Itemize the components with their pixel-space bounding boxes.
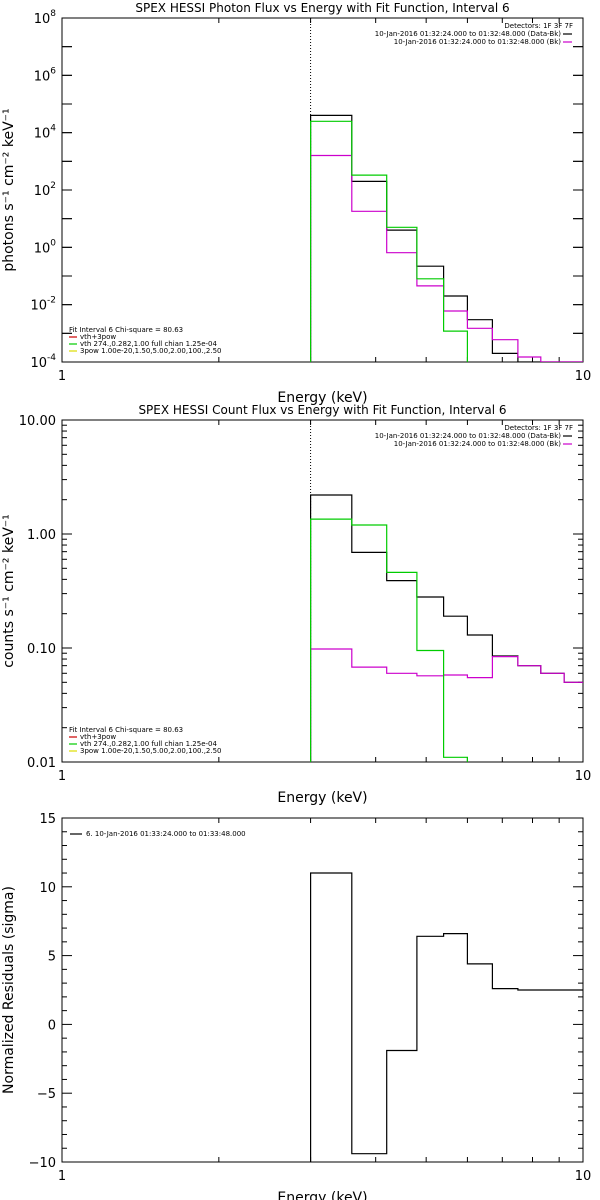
y-tick-label: 0: [48, 1018, 56, 1033]
fit-info-header: Fit Interval 6 Chi-square = 80.63: [69, 326, 183, 334]
chart-title: SPEX HESSI Count Flux vs Energy with Fit…: [138, 403, 506, 417]
series-bk: [310, 154, 583, 362]
y-tick-label: 104: [34, 124, 57, 142]
fit-info-header: Fit Interval 6 Chi-square = 80.63: [69, 726, 183, 734]
y-tick-label: −10: [29, 1156, 56, 1171]
fit-info-entry: vth 274.,0.282,1.00 full chian 1.25e-04: [80, 340, 218, 348]
series-group: [310, 872, 583, 1162]
y-tick-label: 5: [48, 950, 56, 965]
y-tick-label: 100: [34, 238, 57, 256]
series-fit: [310, 120, 468, 362]
series-data-bk: [310, 494, 583, 762]
legend-entry: 10-Jan-2016 01:32:24.000 to 01:32:48.000…: [375, 432, 562, 440]
legend-entry: 10-Jan-2016 01:32:24.000 to 01:32:48.000…: [394, 440, 562, 448]
legend-entry: 6. 10-Jan-2016 01:33:24.000 to 01:33:48.…: [86, 830, 246, 838]
axis-frame: [61, 17, 584, 363]
x-axis-label: Energy (keV): [277, 390, 367, 406]
x-axis-label: Energy (keV): [277, 790, 367, 806]
y-tick-label: 108: [34, 9, 57, 27]
y-tick-label: 10: [39, 881, 56, 896]
fit-info-entry: 3pow 1.00e-20,1.50,5.00,2.00,100.,2.50: [80, 347, 222, 355]
x-axis-label: Energy (keV): [277, 1190, 367, 1200]
x-tick-label: 10: [575, 769, 592, 784]
plot-panel-3: 1 10 Energy (keV) −10 −5 0 5 10 15 Normalized Res…: [1, 812, 591, 1200]
plot-panel-1: SPEX HESSI Photon Flux vs Energy with Fi…: [1, 1, 591, 406]
series-bk: [310, 648, 583, 762]
fit-info-entry: vth 274.,0.282,1.00 full chian 1.25e-04: [80, 740, 218, 748]
fit-info-entry: vth+3pow: [80, 733, 116, 741]
y-tick-label: −5: [37, 1087, 56, 1102]
y-axis-label: Normalized Residuals (sigma): [1, 886, 17, 1094]
series-group: [310, 494, 583, 762]
y-tick-label: 0.01: [27, 756, 56, 771]
axis-frame: [61, 419, 584, 763]
chart-title: SPEX HESSI Photon Flux vs Energy with Fi…: [135, 1, 509, 15]
x-tick-label: 1: [58, 369, 66, 384]
y-tick-label: 1.00: [27, 528, 56, 543]
x-tick-label: 10: [575, 1169, 592, 1184]
series-residuals: [310, 872, 583, 1162]
legend-entry: 10-Jan-2016 01:32:24.000 to 01:32:48.000…: [394, 38, 562, 46]
series-fit: [310, 518, 468, 762]
y-axis-label: photons s⁻¹ cm⁻² keV⁻¹: [1, 108, 17, 271]
legend-header: Detectors: 1F 3F 7F: [504, 22, 573, 30]
legend-entry: 10-Jan-2016 01:32:24.000 to 01:32:48.000…: [375, 30, 562, 38]
fit-info-entry: vth+3pow: [80, 333, 116, 341]
y-tick-label: 10.00: [19, 414, 56, 429]
y-tick-label: 15: [39, 812, 56, 827]
y-tick-label: 10-2: [30, 296, 56, 314]
plot-panel-2: SPEX HESSI Count Flux vs Energy with Fit…: [1, 403, 591, 806]
legend-header: Detectors: 1F 3F 7F: [504, 424, 573, 432]
y-tick-label: 0.10: [27, 642, 56, 657]
axis-frame: [61, 817, 584, 1163]
fit-info-entry: 3pow 1.00e-20,1.50,5.00,2.00,100.,2.50: [80, 747, 222, 755]
x-tick-label: 1: [58, 769, 66, 784]
x-tick-label: 1: [58, 1169, 66, 1184]
x-tick-label: 10: [575, 369, 592, 384]
series-group: [310, 114, 583, 362]
y-axis-label: counts s⁻¹ cm⁻² keV⁻¹: [1, 514, 17, 668]
y-tick-label: 102: [34, 181, 56, 199]
y-tick-label: 10-4: [30, 353, 56, 371]
y-tick-label: 106: [34, 66, 57, 84]
